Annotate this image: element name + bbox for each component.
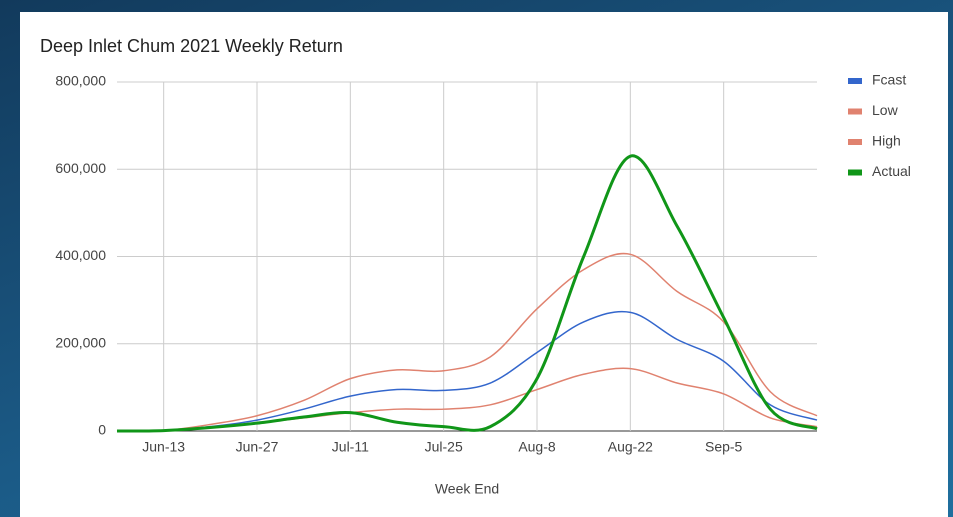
- x-tick-label: Aug-22: [608, 439, 653, 455]
- y-tick-label: 400,000: [55, 247, 106, 263]
- x-tick-label: Jul-25: [425, 439, 463, 455]
- legend-swatch: [848, 78, 862, 84]
- x-tick-label: Aug-8: [518, 439, 556, 455]
- chart-title: Deep Inlet Chum 2021 Weekly Return: [40, 36, 343, 56]
- legend-swatch: [848, 139, 862, 145]
- x-tick-label: Jun-13: [142, 439, 185, 455]
- legend-label: Actual: [872, 163, 911, 179]
- legend-label: High: [872, 133, 901, 149]
- y-tick-label: 0: [98, 422, 106, 438]
- y-tick-label: 800,000: [55, 73, 106, 89]
- legend-swatch: [848, 169, 862, 176]
- series-line: [116, 252, 818, 432]
- legend-swatch: [848, 108, 862, 115]
- series-line: [116, 154, 818, 433]
- legend-label: Fcast: [872, 72, 906, 88]
- chart-panel: [20, 12, 948, 517]
- series-line: [116, 310, 818, 432]
- x-tick-label: Jun-27: [236, 439, 279, 455]
- x-tick-label: Jul-11: [332, 439, 369, 455]
- legend-label: Low: [872, 102, 899, 118]
- x-axis-title: Week End: [435, 481, 499, 497]
- y-tick-label: 600,000: [55, 160, 106, 176]
- y-tick-label: 200,000: [55, 334, 106, 350]
- x-tick-label: Sep-5: [705, 439, 743, 455]
- series-line: [116, 367, 818, 432]
